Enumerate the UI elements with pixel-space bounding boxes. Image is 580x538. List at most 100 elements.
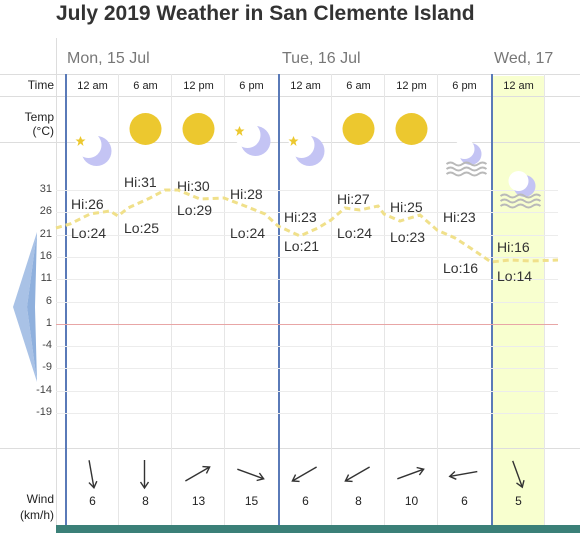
time-cell: 6 am xyxy=(133,80,158,92)
wind-direction-arrow-icon xyxy=(397,466,425,480)
high-temp-label: Hi:31 xyxy=(124,174,157,190)
temp-gridline xyxy=(56,256,558,258)
sun-icon xyxy=(129,113,162,145)
time-cell: 12 am xyxy=(503,80,534,92)
low-temp-label: Lo:24 xyxy=(230,225,266,241)
time-cell: 12 am xyxy=(290,80,321,92)
temp-gridline xyxy=(56,301,558,303)
time-cell: 6 am xyxy=(346,80,371,92)
time-cell: 12 am xyxy=(77,80,108,92)
temp-gridline xyxy=(56,190,558,191)
high-temp-label: Hi:16 xyxy=(497,239,530,255)
day-label-tue: Tue, 16 Jul xyxy=(282,50,361,67)
high-temp-label: Hi:23 xyxy=(284,209,317,225)
temp-axis-tick-label: -19 xyxy=(36,406,52,418)
page-title: July 2019 Weather in San Clemente Island xyxy=(56,2,475,25)
column-divider-line xyxy=(331,74,332,525)
temp-axis-tick-label: 11 xyxy=(40,272,52,285)
temp-gridline xyxy=(56,212,558,214)
column-divider-line xyxy=(544,74,545,525)
column-divider-line xyxy=(437,74,438,525)
column-divider-line xyxy=(224,74,225,525)
low-temp-label: Lo:21 xyxy=(284,238,320,254)
time-cell: 6 pm xyxy=(452,80,477,92)
temp-gridline xyxy=(56,413,558,414)
temp-axis-tick-label: -4 xyxy=(42,339,52,352)
temp-axis-tick-label: 16 xyxy=(39,249,52,262)
day-label-mon: Mon, 15 Jul xyxy=(67,50,150,67)
low-temp-label: Lo:29 xyxy=(177,202,213,218)
column-divider-line xyxy=(384,74,385,525)
column-divider-line xyxy=(171,74,172,525)
wind-direction-arrow-icon xyxy=(139,460,150,490)
temp-axis-tick-label: 6 xyxy=(45,294,52,307)
time-row-label: Time xyxy=(27,78,54,92)
row-divider-time xyxy=(0,96,580,97)
temp-gridline xyxy=(56,346,558,348)
time-cell: 6 pm xyxy=(239,80,264,92)
wind-direction-arrow-icon xyxy=(88,460,98,490)
bottom-scroll-bar[interactable] xyxy=(56,525,580,533)
wind-direction-arrow-icon xyxy=(237,468,265,482)
high-temp-label: Hi:28 xyxy=(230,186,263,202)
temp-axis-tick-label: 31 xyxy=(39,183,52,195)
wind-direction-arrow-icon xyxy=(512,460,525,489)
wind-direction-arrow-icon xyxy=(344,466,370,483)
sun-icon xyxy=(395,113,428,145)
low-temp-label: Lo:23 xyxy=(390,229,426,245)
temp-axis-tick-label: 21 xyxy=(39,227,52,240)
wind-direction-arrow-icon xyxy=(448,470,478,480)
wind-speed-value: 5 xyxy=(515,494,522,508)
day-label-wed: Wed, 17 xyxy=(494,50,554,67)
label-column-divider xyxy=(56,38,57,525)
temp-gridline xyxy=(56,368,558,370)
time-cell: 12 pm xyxy=(183,80,214,92)
wind-speed-value: 6 xyxy=(461,494,468,508)
time-cell: 12 pm xyxy=(396,80,427,92)
wind-speed-value: 8 xyxy=(355,494,362,508)
day-divider-line xyxy=(65,74,67,525)
temp-gridline xyxy=(56,390,558,392)
wind-unit-label: (km/h) xyxy=(20,508,54,522)
high-temp-label: Hi:25 xyxy=(390,199,423,215)
temp-axis-tick-label: 26 xyxy=(39,205,52,218)
temp-axis-tick-label: 1 xyxy=(45,316,52,329)
fog-moon-icon xyxy=(499,171,542,209)
temp-gridline xyxy=(56,234,558,236)
wind-direction-arrow-icon xyxy=(291,466,317,483)
high-temp-label: Hi:26 xyxy=(71,196,104,212)
temperature-trend-line xyxy=(55,188,559,264)
low-temp-label: Lo:25 xyxy=(124,220,160,236)
low-temp-label: Lo:14 xyxy=(497,268,533,284)
freezing-reference-line xyxy=(56,323,558,325)
low-temp-label: Lo:16 xyxy=(443,260,479,276)
previous-arrow-icon[interactable] xyxy=(13,232,39,382)
current-time-highlight xyxy=(493,76,544,525)
wind-direction-arrow-icon xyxy=(185,465,211,482)
sun-icon xyxy=(182,113,215,145)
temp-unit-label: (°C) xyxy=(32,124,54,138)
moon-star-icon xyxy=(288,132,325,166)
day-divider-line xyxy=(491,74,493,525)
high-temp-label: Hi:30 xyxy=(177,178,210,194)
temperature-chart xyxy=(55,113,559,490)
temp-gridline xyxy=(56,279,558,281)
row-divider-wind xyxy=(0,448,580,449)
sun-icon xyxy=(342,113,375,145)
wind-speed-value: 10 xyxy=(404,494,419,508)
wind-speed-value: 8 xyxy=(142,494,149,508)
day-divider-line xyxy=(278,74,280,525)
weather-grid: Mon, 15 Jul Tue, 16 Jul Wed, 17 Time Tem… xyxy=(0,38,580,537)
low-temp-label: Lo:24 xyxy=(71,225,107,241)
column-divider-line xyxy=(118,74,119,525)
high-temp-label: Hi:23 xyxy=(443,209,476,225)
high-temp-label: Hi:27 xyxy=(337,191,370,207)
low-temp-label: Lo:24 xyxy=(337,225,373,241)
wind-speed-value: 13 xyxy=(191,494,206,508)
wind-speed-value: 6 xyxy=(89,494,96,508)
wind-row-label: Wind xyxy=(26,492,54,506)
row-divider-top xyxy=(0,74,580,75)
moon-star-icon xyxy=(234,122,271,156)
fog-moon-icon xyxy=(445,139,488,177)
moon-star-icon xyxy=(75,132,112,166)
